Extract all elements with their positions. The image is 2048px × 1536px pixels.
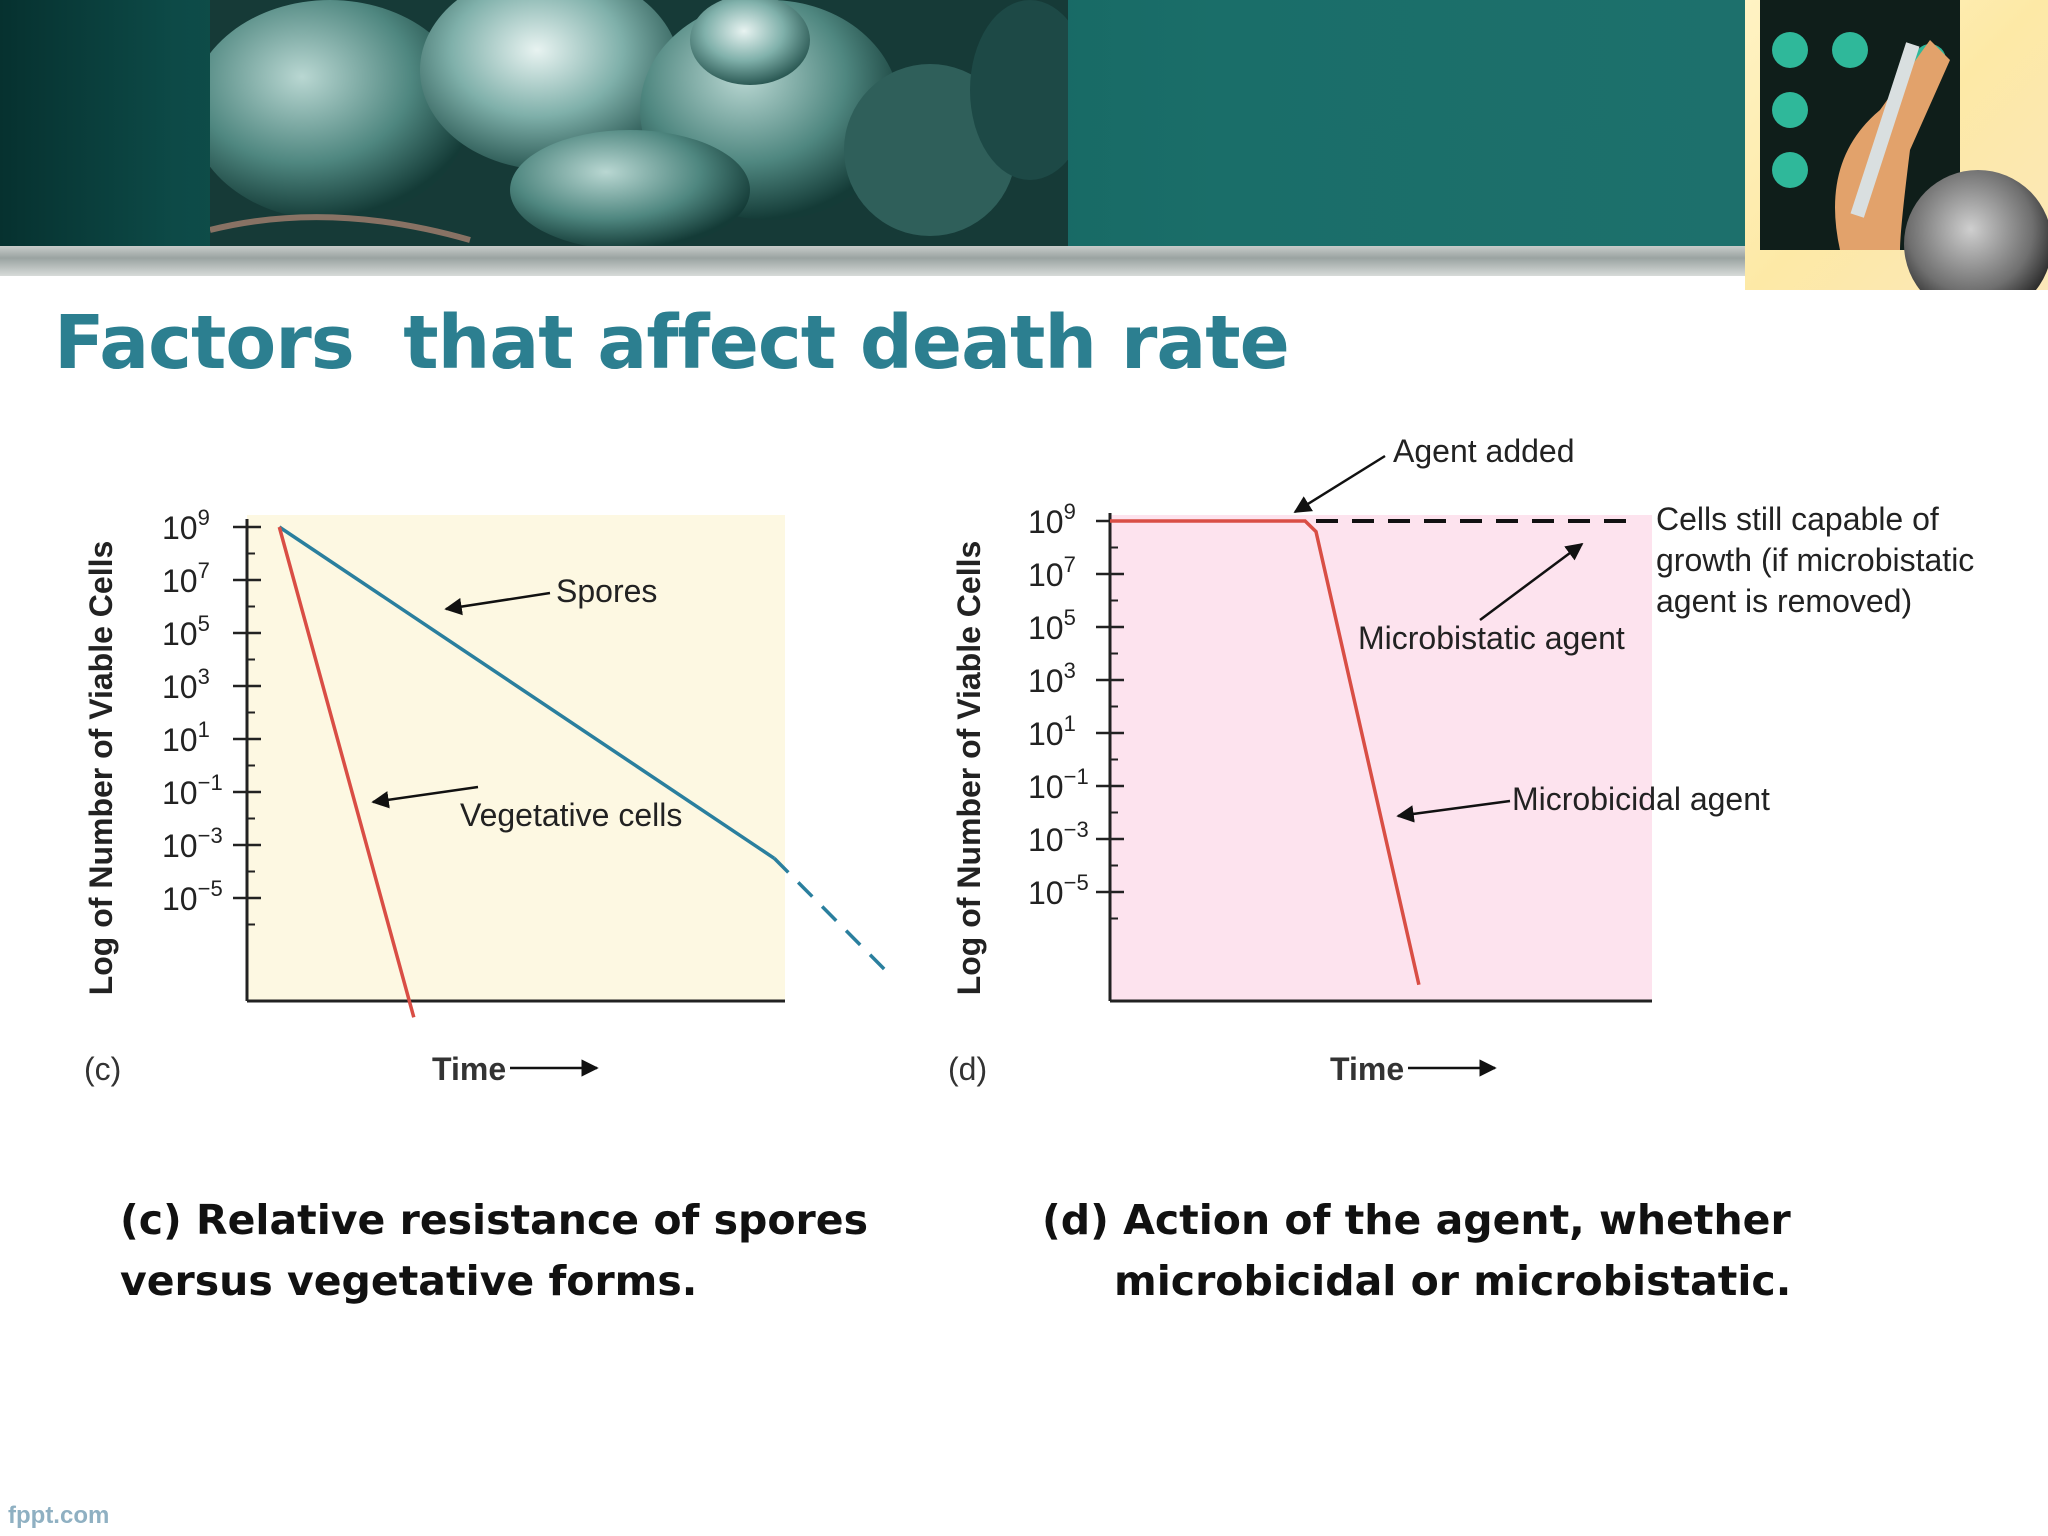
footer-brand: fppt.com — [8, 1502, 110, 1529]
y-tick-label: 10−5 — [162, 876, 223, 917]
plot-background — [1110, 515, 1652, 1001]
series-line-vegetative-cells — [277, 526, 416, 1018]
series-line-spores — [278, 525, 776, 860]
y-tick-label: 103 — [1028, 658, 1076, 699]
panel-label: (d) — [948, 1051, 987, 1087]
chart-c: 109 107 105 103 101 10−1 10−3 10−5 Log of Number… — [83, 505, 894, 1087]
y-axis-label: Log of Number of Viable Cells — [951, 541, 987, 996]
plot-background — [247, 515, 785, 1001]
y-tick-label: 107 — [1028, 552, 1076, 593]
y-tick-label: 105 — [1028, 605, 1076, 646]
x-axis-label: Time — [432, 1051, 506, 1087]
charts-canvas: 109 107 105 103 101 10−1 10−3 10−5 Log of Number… — [83, 433, 1974, 1087]
annotation-cells-still-capable: growth (if microbistatic — [1656, 542, 1974, 578]
caption-d: (d) Action of the agent, whether microbi… — [1042, 1190, 1802, 1312]
y-tick-label: 10−3 — [1028, 817, 1089, 858]
annotation-spores: Spores — [556, 573, 657, 609]
series-line-microbicidal-agent — [1110, 519, 1421, 986]
header-banner — [0, 0, 2048, 290]
y-tick-label: 107 — [162, 558, 210, 599]
y-tick-label: 103 — [162, 664, 210, 705]
y-tick-label: 109 — [162, 505, 210, 546]
panel-label: (c) — [84, 1051, 121, 1087]
annotation-arrow — [371, 785, 479, 809]
y-axis-label: Log of Number of Viable Cells — [83, 541, 119, 996]
banner-divider-strip — [0, 246, 1745, 276]
x-axis-label: Time — [1330, 1051, 1404, 1087]
caption-c-line2: versus vegetative forms. — [120, 1257, 698, 1305]
y-tick-label: 105 — [162, 611, 210, 652]
caption-c-line1: (c) Relative resistance of spores — [120, 1196, 868, 1244]
y-tick-label: 10−1 — [1028, 764, 1089, 805]
caption-c: (c) Relative resistance of spores versus… — [120, 1190, 880, 1312]
annotation-microbicidal: Microbicidal agent — [1512, 781, 1770, 817]
virus-micrograph — [1898, 168, 2048, 290]
y-tick-label: 109 — [1028, 499, 1076, 540]
y-tick-label: 10−5 — [1028, 870, 1089, 911]
annotation-arrow — [1479, 542, 1584, 622]
series-extrapolation — [772, 857, 894, 979]
y-tick-label: 101 — [1028, 711, 1076, 752]
annotation-agent-added: Agent added — [1393, 433, 1575, 469]
annotation-arrow — [444, 591, 551, 616]
caption-d-line2: microbicidal or microbistatic. — [1114, 1257, 1792, 1305]
caption-d-line1: (d) Action of the agent, whether — [1042, 1196, 1791, 1244]
y-tick-label: 10−3 — [162, 823, 223, 864]
y-tick-label: 101 — [162, 717, 210, 758]
annotation-arrow — [1396, 799, 1511, 823]
microbe-photo — [210, 0, 1068, 246]
annotation-cells-still-capable: Cells still capable of — [1656, 501, 1939, 537]
slide-title: Factors that affect death rate — [54, 300, 1290, 386]
annotation-cells-still-capable: agent is removed) — [1656, 583, 1912, 619]
annotation-vegetative: Vegetative cells — [460, 797, 682, 833]
annotation-microbistatic: Microbistatic agent — [1358, 620, 1625, 656]
y-tick-label: 10−1 — [162, 770, 223, 811]
chart-d: 109 107 105 103 101 10−1 10−3 10−5 Log of Number… — [948, 433, 1974, 1087]
annotation-arrow — [1293, 454, 1386, 514]
